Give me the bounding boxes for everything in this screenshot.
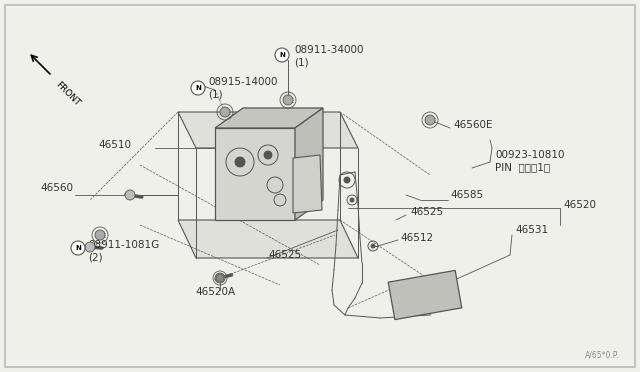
Text: 46560E: 46560E [453,120,493,130]
Text: 08911-34000: 08911-34000 [294,45,364,55]
Polygon shape [178,220,358,258]
Circle shape [371,244,375,248]
Polygon shape [295,108,323,220]
Polygon shape [388,270,462,320]
Text: 46560: 46560 [40,183,73,193]
Circle shape [220,107,230,117]
Circle shape [235,157,245,167]
Text: 46525: 46525 [268,250,301,260]
Circle shape [215,273,225,283]
Circle shape [283,95,293,105]
Text: 00923-10810: 00923-10810 [495,150,564,160]
Circle shape [275,48,289,62]
Text: A/65*0.P.: A/65*0.P. [586,351,620,360]
Circle shape [85,242,95,252]
Circle shape [125,190,135,200]
Circle shape [216,274,224,282]
Text: 08911-1081G: 08911-1081G [88,240,159,250]
Text: 46585: 46585 [450,190,483,200]
Text: N: N [75,245,81,251]
Text: 46512: 46512 [400,233,433,243]
Text: FRONT: FRONT [54,80,82,108]
Circle shape [350,198,354,202]
Text: (1): (1) [294,57,308,67]
Circle shape [71,241,85,255]
Circle shape [191,81,205,95]
Text: 46520: 46520 [563,200,596,210]
Polygon shape [293,155,322,213]
Polygon shape [215,108,323,128]
Circle shape [344,177,350,183]
Circle shape [264,151,272,159]
Text: PIN  ピン（1）: PIN ピン（1） [495,162,550,172]
Text: 46525: 46525 [410,207,443,217]
Text: (1): (1) [208,89,223,99]
Text: N: N [195,85,201,91]
Text: 46531: 46531 [515,225,548,235]
Text: (2): (2) [88,252,102,262]
Polygon shape [178,112,358,148]
Text: 46510: 46510 [98,140,131,150]
Text: 08915-14000: 08915-14000 [208,77,278,87]
Polygon shape [215,128,295,220]
Text: 46520A: 46520A [195,287,235,297]
Circle shape [95,230,105,240]
Text: N: N [279,52,285,58]
Circle shape [425,115,435,125]
